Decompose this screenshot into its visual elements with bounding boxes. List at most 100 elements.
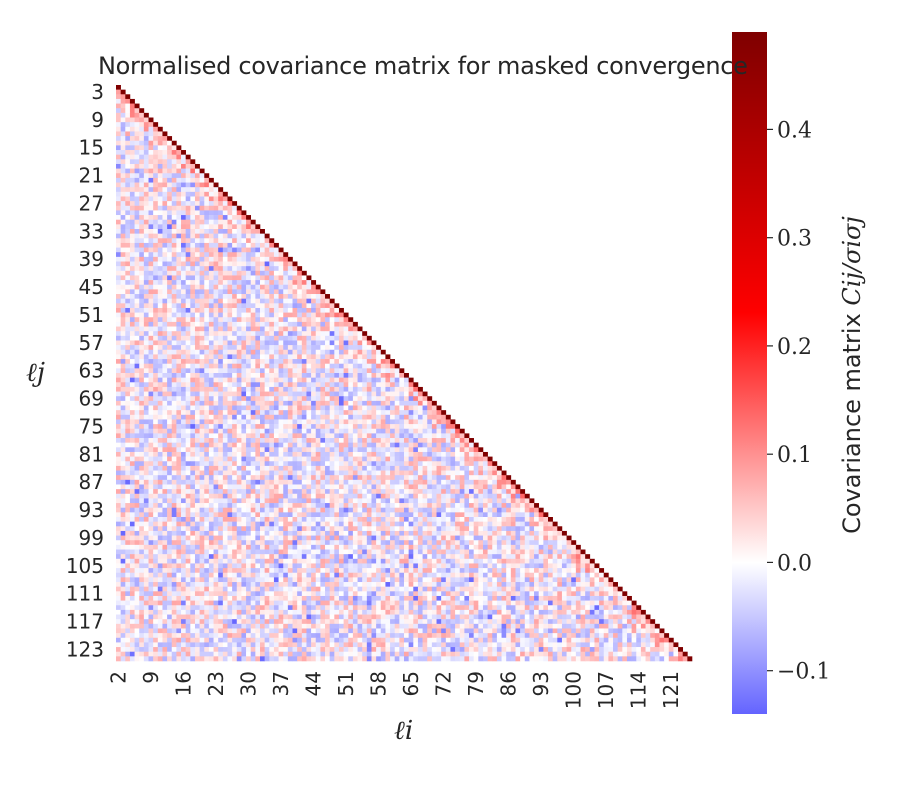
heatmap-cell [376,479,382,485]
heatmap-cell [469,521,474,527]
heatmap-cell [320,428,326,434]
heatmap-cell [436,503,442,509]
heatmap-cell [185,326,191,332]
heatmap-cell [139,405,145,411]
heatmap-cell [510,521,516,527]
heatmap-cell [250,326,256,332]
heatmap-cell [176,331,182,337]
heatmap-cell [227,335,233,341]
heatmap-cell [436,479,442,485]
heatmap-cell [185,503,191,509]
heatmap-cell [269,521,275,527]
heatmap-cell [134,215,140,221]
heatmap-cell [269,382,275,388]
heatmap-cell [167,414,173,420]
heatmap-cell [227,210,233,216]
heatmap-cell [399,382,405,388]
heatmap-cell [120,331,126,337]
heatmap-cell [199,168,205,174]
heatmap-cell [417,442,423,448]
heatmap-cell [366,489,372,495]
heatmap-cell [334,535,340,541]
heatmap-cell [306,475,312,481]
heatmap-cell [394,530,400,536]
heatmap-cell [334,312,340,318]
heatmap-cell [236,414,242,420]
heatmap-cell [167,363,173,369]
heatmap-cell [250,526,256,532]
heatmap-cell [264,303,270,309]
heatmap-cell [441,414,447,420]
heatmap-cell [297,507,303,513]
heatmap-cell [301,331,307,337]
heatmap-cell [255,503,261,509]
heatmap-cell [236,205,242,211]
heatmap-cell [306,465,312,471]
heatmap-cell [441,512,447,518]
heatmap-cell [487,498,493,504]
heatmap-cell [431,526,437,532]
heatmap-cell [162,266,168,272]
heatmap-cell [181,173,186,179]
heatmap-cell [413,493,419,499]
heatmap-cell [153,266,159,272]
heatmap-cell [185,219,191,225]
heatmap-cell [167,191,173,197]
heatmap-cell [232,414,238,420]
heatmap-cell [269,298,275,304]
heatmap-cell [116,521,121,527]
heatmap-cell [199,321,205,327]
heatmap-cell [287,419,293,425]
heatmap-cell [120,312,126,318]
heatmap-cell [222,386,228,392]
heatmap-cell [260,512,265,518]
heatmap-cell [329,512,335,518]
heatmap-cell [459,456,465,462]
heatmap-cell [153,391,159,397]
heatmap-cell [496,465,502,471]
heatmap-cell [376,461,382,467]
heatmap-cell [445,451,451,457]
heatmap-cell [246,312,252,318]
heatmap-cell [534,530,540,536]
heatmap-cell [287,312,293,318]
heatmap-cell [176,498,182,504]
heatmap-cell [269,363,275,369]
heatmap-cell [445,507,451,513]
heatmap-cell [185,456,191,462]
heatmap-cell [171,335,177,341]
heatmap-cell [153,187,159,193]
heatmap-cell [227,507,233,513]
heatmap-cell [153,168,159,174]
heatmap-cell [120,173,126,179]
heatmap-cell [116,307,121,313]
heatmap-cell [199,275,205,281]
heatmap-cell [157,196,163,202]
heatmap-cell [315,345,321,351]
heatmap-cell [139,136,145,142]
heatmap-cell [241,247,247,253]
heatmap-cell [194,405,200,411]
heatmap-cell [194,475,200,481]
heatmap-cell [171,544,177,550]
heatmap-cell [478,451,484,457]
heatmap-cell [125,424,131,430]
heatmap-cell [450,447,456,453]
heatmap-cell [222,400,228,406]
heatmap-cell [208,484,214,490]
heatmap-cell [162,280,168,286]
heatmap-cell [292,530,298,536]
heatmap-cell [394,535,400,541]
heatmap-cell [143,145,149,151]
heatmap-cell [413,438,419,443]
heatmap-cell [176,396,182,402]
heatmap-cell [181,270,186,276]
heatmap-cell [222,349,228,355]
heatmap-cell [380,489,386,495]
heatmap-cell [157,233,163,239]
heatmap-cell [506,475,512,481]
heatmap-cell [306,461,312,467]
heatmap-cell [176,335,182,341]
heatmap-cell [399,465,405,471]
heatmap-cell [148,215,154,221]
